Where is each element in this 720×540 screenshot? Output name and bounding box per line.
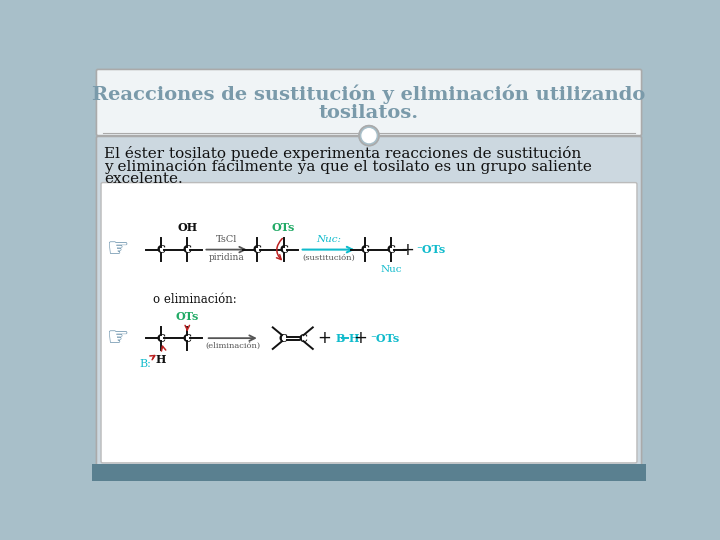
FancyArrowPatch shape [185, 326, 189, 330]
Text: +: + [353, 329, 366, 347]
Text: (eliminación): (eliminación) [205, 342, 260, 350]
FancyBboxPatch shape [96, 137, 642, 467]
Text: C: C [183, 333, 192, 343]
Text: C: C [157, 333, 166, 343]
Text: C: C [387, 244, 396, 255]
Text: piridina: piridina [209, 253, 244, 262]
Text: El éster tosilato puede experimenta reacciones de sustitución: El éster tosilato puede experimenta reac… [104, 146, 581, 161]
Text: (sustitución): (sustitución) [302, 253, 355, 261]
Text: C: C [361, 244, 369, 255]
Text: ⁻OTs: ⁻OTs [371, 333, 400, 343]
Text: C: C [279, 333, 287, 343]
Text: ☞: ☞ [107, 326, 130, 350]
Text: tosilatos.: tosilatos. [319, 104, 419, 122]
Text: H: H [156, 354, 166, 364]
Text: B: B [335, 333, 344, 343]
Text: Nuc:: Nuc: [316, 235, 341, 244]
Text: OTs: OTs [272, 222, 295, 233]
Bar [92, 464, 647, 481]
Text: Reacciones de sustitución y eliminación utilizando: Reacciones de sustitución y eliminación … [92, 84, 646, 104]
FancyBboxPatch shape [96, 70, 642, 136]
Circle shape [362, 129, 376, 143]
FancyBboxPatch shape [101, 183, 637, 463]
Text: Nuc: Nuc [381, 265, 402, 274]
Text: y eliminación fácilmente ya que el tosilato es un grupo saliente: y eliminación fácilmente ya que el tosil… [104, 159, 592, 174]
FancyArrowPatch shape [276, 239, 282, 260]
Text: excelente.: excelente. [104, 172, 183, 186]
Text: C: C [157, 244, 166, 255]
Text: H: H [349, 333, 359, 343]
Text: +: + [400, 241, 415, 259]
Circle shape [359, 126, 379, 146]
Text: TsCl: TsCl [216, 235, 237, 244]
Text: C: C [253, 244, 262, 255]
Text: o eliminación:: o eliminación: [153, 293, 237, 306]
Text: B:: B: [140, 359, 152, 369]
Text: C: C [298, 333, 307, 343]
Text: OTs: OTs [176, 311, 199, 322]
Text: ☞: ☞ [107, 238, 130, 261]
Text: C: C [183, 244, 192, 255]
Text: +: + [318, 329, 331, 347]
FancyArrowPatch shape [150, 355, 155, 360]
Text: C: C [279, 244, 288, 255]
Text: OH: OH [177, 222, 197, 233]
FancyArrowPatch shape [161, 346, 166, 351]
Text: ⁻OTs: ⁻OTs [417, 244, 446, 255]
